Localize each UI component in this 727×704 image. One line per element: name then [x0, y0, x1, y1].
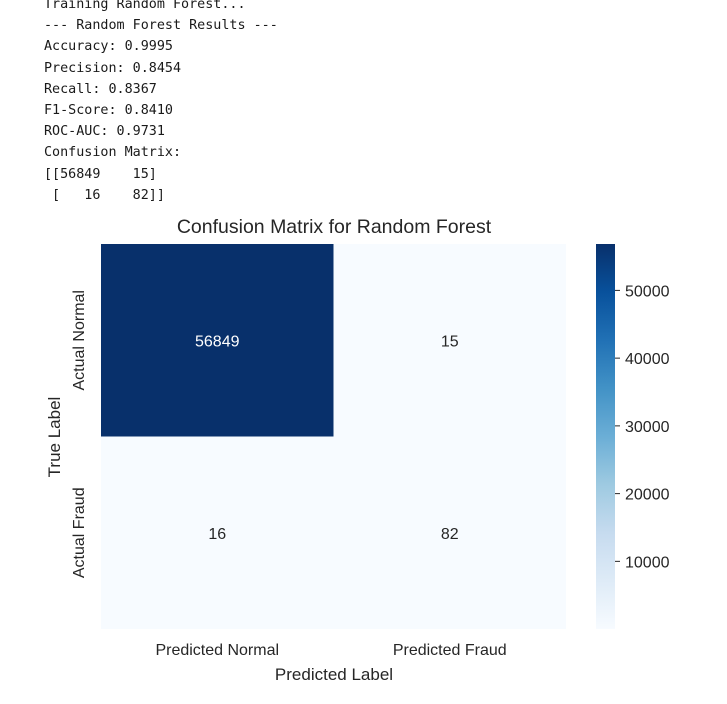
cell-annotation: 82 — [441, 526, 459, 543]
colorbar-tick-label: 40000 — [625, 351, 670, 368]
cell-annotation: 56849 — [195, 333, 240, 350]
console-line: Training Random Forest... — [44, 0, 246, 12]
colorbar-tick-label: 10000 — [625, 554, 670, 571]
cell-annotation: 16 — [208, 526, 226, 543]
console-line: [ 16 82]] — [44, 187, 165, 203]
console-line: --- Random Forest Results --- — [44, 18, 278, 34]
colorbar-tick-label: 20000 — [625, 487, 670, 504]
heatmap-cell — [101, 436, 334, 629]
heatmap-cell — [333, 436, 566, 629]
console-line: F1-Score: 0.8410 — [44, 102, 173, 118]
console-line: ROC-AUC: 0.9731 — [44, 124, 165, 140]
colorbar — [596, 244, 615, 629]
y-tick-label: Actual Fraud — [71, 487, 88, 578]
console-line: Precision: 0.8454 — [44, 60, 182, 76]
console-line: Accuracy: 0.9995 — [44, 39, 173, 55]
x-tick-label: Predicted Normal — [155, 642, 279, 659]
cell-annotation: 15 — [441, 333, 459, 350]
heatmap-cell — [333, 244, 566, 437]
console-line: [[56849 15] — [44, 166, 157, 182]
console-line: Confusion Matrix: — [44, 145, 182, 161]
console-output: Training Random Forest... --- Random Fore… — [44, 0, 278, 206]
chart-title: Confusion Matrix for Random Forest — [177, 216, 492, 238]
heatmap-cell — [101, 244, 334, 437]
y-tick-label: Actual Normal — [71, 290, 88, 390]
console-line: Recall: 0.8367 — [44, 81, 157, 97]
y-axis-label: True Label — [45, 397, 64, 478]
colorbar-tick-label: 50000 — [625, 283, 670, 300]
x-axis-label: Predicted Label — [275, 665, 393, 684]
colorbar-tick-label: 30000 — [625, 419, 670, 436]
x-tick-label: Predicted Fraud — [393, 642, 507, 659]
